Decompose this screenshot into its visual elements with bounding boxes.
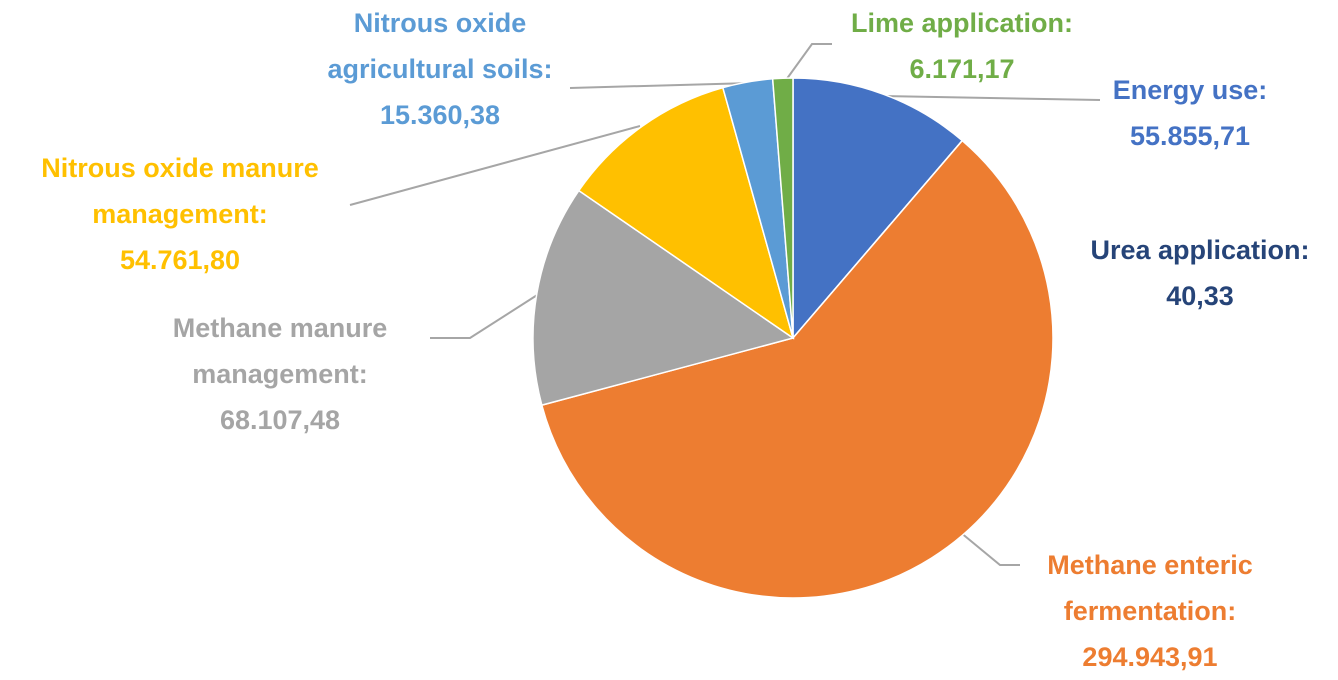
leader-line (430, 289, 546, 339)
slice-label: Urea application: 40,33 (1050, 227, 1338, 319)
category-label: Energy use: (1112, 75, 1268, 105)
pie-slice (771, 77, 794, 339)
slice-label: Methane manure management: 68.107,48 (145, 305, 415, 443)
slice-label: Methane enteric fermentation: 294.943,91 (1005, 542, 1295, 680)
category-label: Methane enteric fermentation: (1047, 550, 1253, 626)
value-label: 55.855,71 (1129, 121, 1251, 151)
value-label: 6.171,17 (909, 54, 1015, 84)
value-label: 40,33 (1166, 281, 1234, 311)
pie-slice (792, 77, 964, 341)
leader-line (349, 125, 641, 206)
category-label: Lime application: (850, 8, 1074, 38)
leader-line (959, 531, 1020, 566)
category-label: Methane manure management: (172, 313, 388, 389)
leader-line (879, 95, 1101, 101)
category-label: Nitrous oxide agricultural soils: (327, 8, 553, 84)
value-label: 294.943,91 (1082, 642, 1218, 672)
slice-label: Nitrous oxide agricultural soils: 15.360,… (300, 0, 580, 138)
slice-label: Lime application: 6.171,17 (812, 0, 1112, 92)
category-label: Nitrous oxide manure management: (41, 153, 319, 229)
category-label: Urea application: (1090, 235, 1310, 265)
leader-lines (349, 43, 1101, 566)
pie-slice (540, 139, 1054, 599)
pie-slice (577, 86, 795, 340)
value-label: 68.107,48 (219, 405, 341, 435)
slice-label: Nitrous oxide manure management: 54.761,8… (0, 145, 370, 283)
pie-slice (532, 189, 795, 407)
leader-line (785, 43, 832, 81)
slice-label: Energy use: 55.855,71 (1060, 67, 1320, 159)
slices (532, 77, 1054, 599)
leader-line (569, 82, 753, 89)
value-label: 54.761,80 (119, 245, 241, 275)
value-label: 15.360,38 (379, 100, 501, 130)
